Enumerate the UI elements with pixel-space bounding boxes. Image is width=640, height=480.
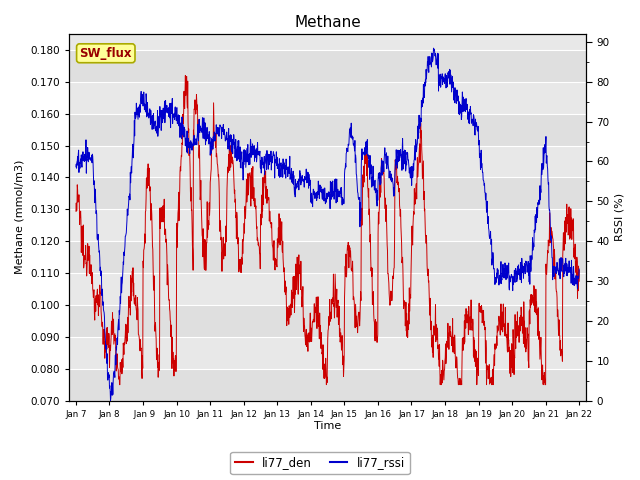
Title: Methane: Methane: [294, 15, 361, 30]
Bar: [69, 369, 586, 401]
Legend: li77_den, li77_rssi: li77_den, li77_rssi: [230, 452, 410, 474]
Bar: [69, 178, 586, 209]
Y-axis label: RSSI (%): RSSI (%): [615, 193, 625, 241]
Bar: [69, 50, 586, 82]
Bar: [69, 241, 586, 273]
Bar: [69, 305, 586, 337]
X-axis label: Time: Time: [314, 421, 341, 432]
Text: SW_flux: SW_flux: [79, 47, 132, 60]
Bar: [69, 114, 586, 145]
Y-axis label: Methane (mmol/m3): Methane (mmol/m3): [15, 160, 25, 275]
